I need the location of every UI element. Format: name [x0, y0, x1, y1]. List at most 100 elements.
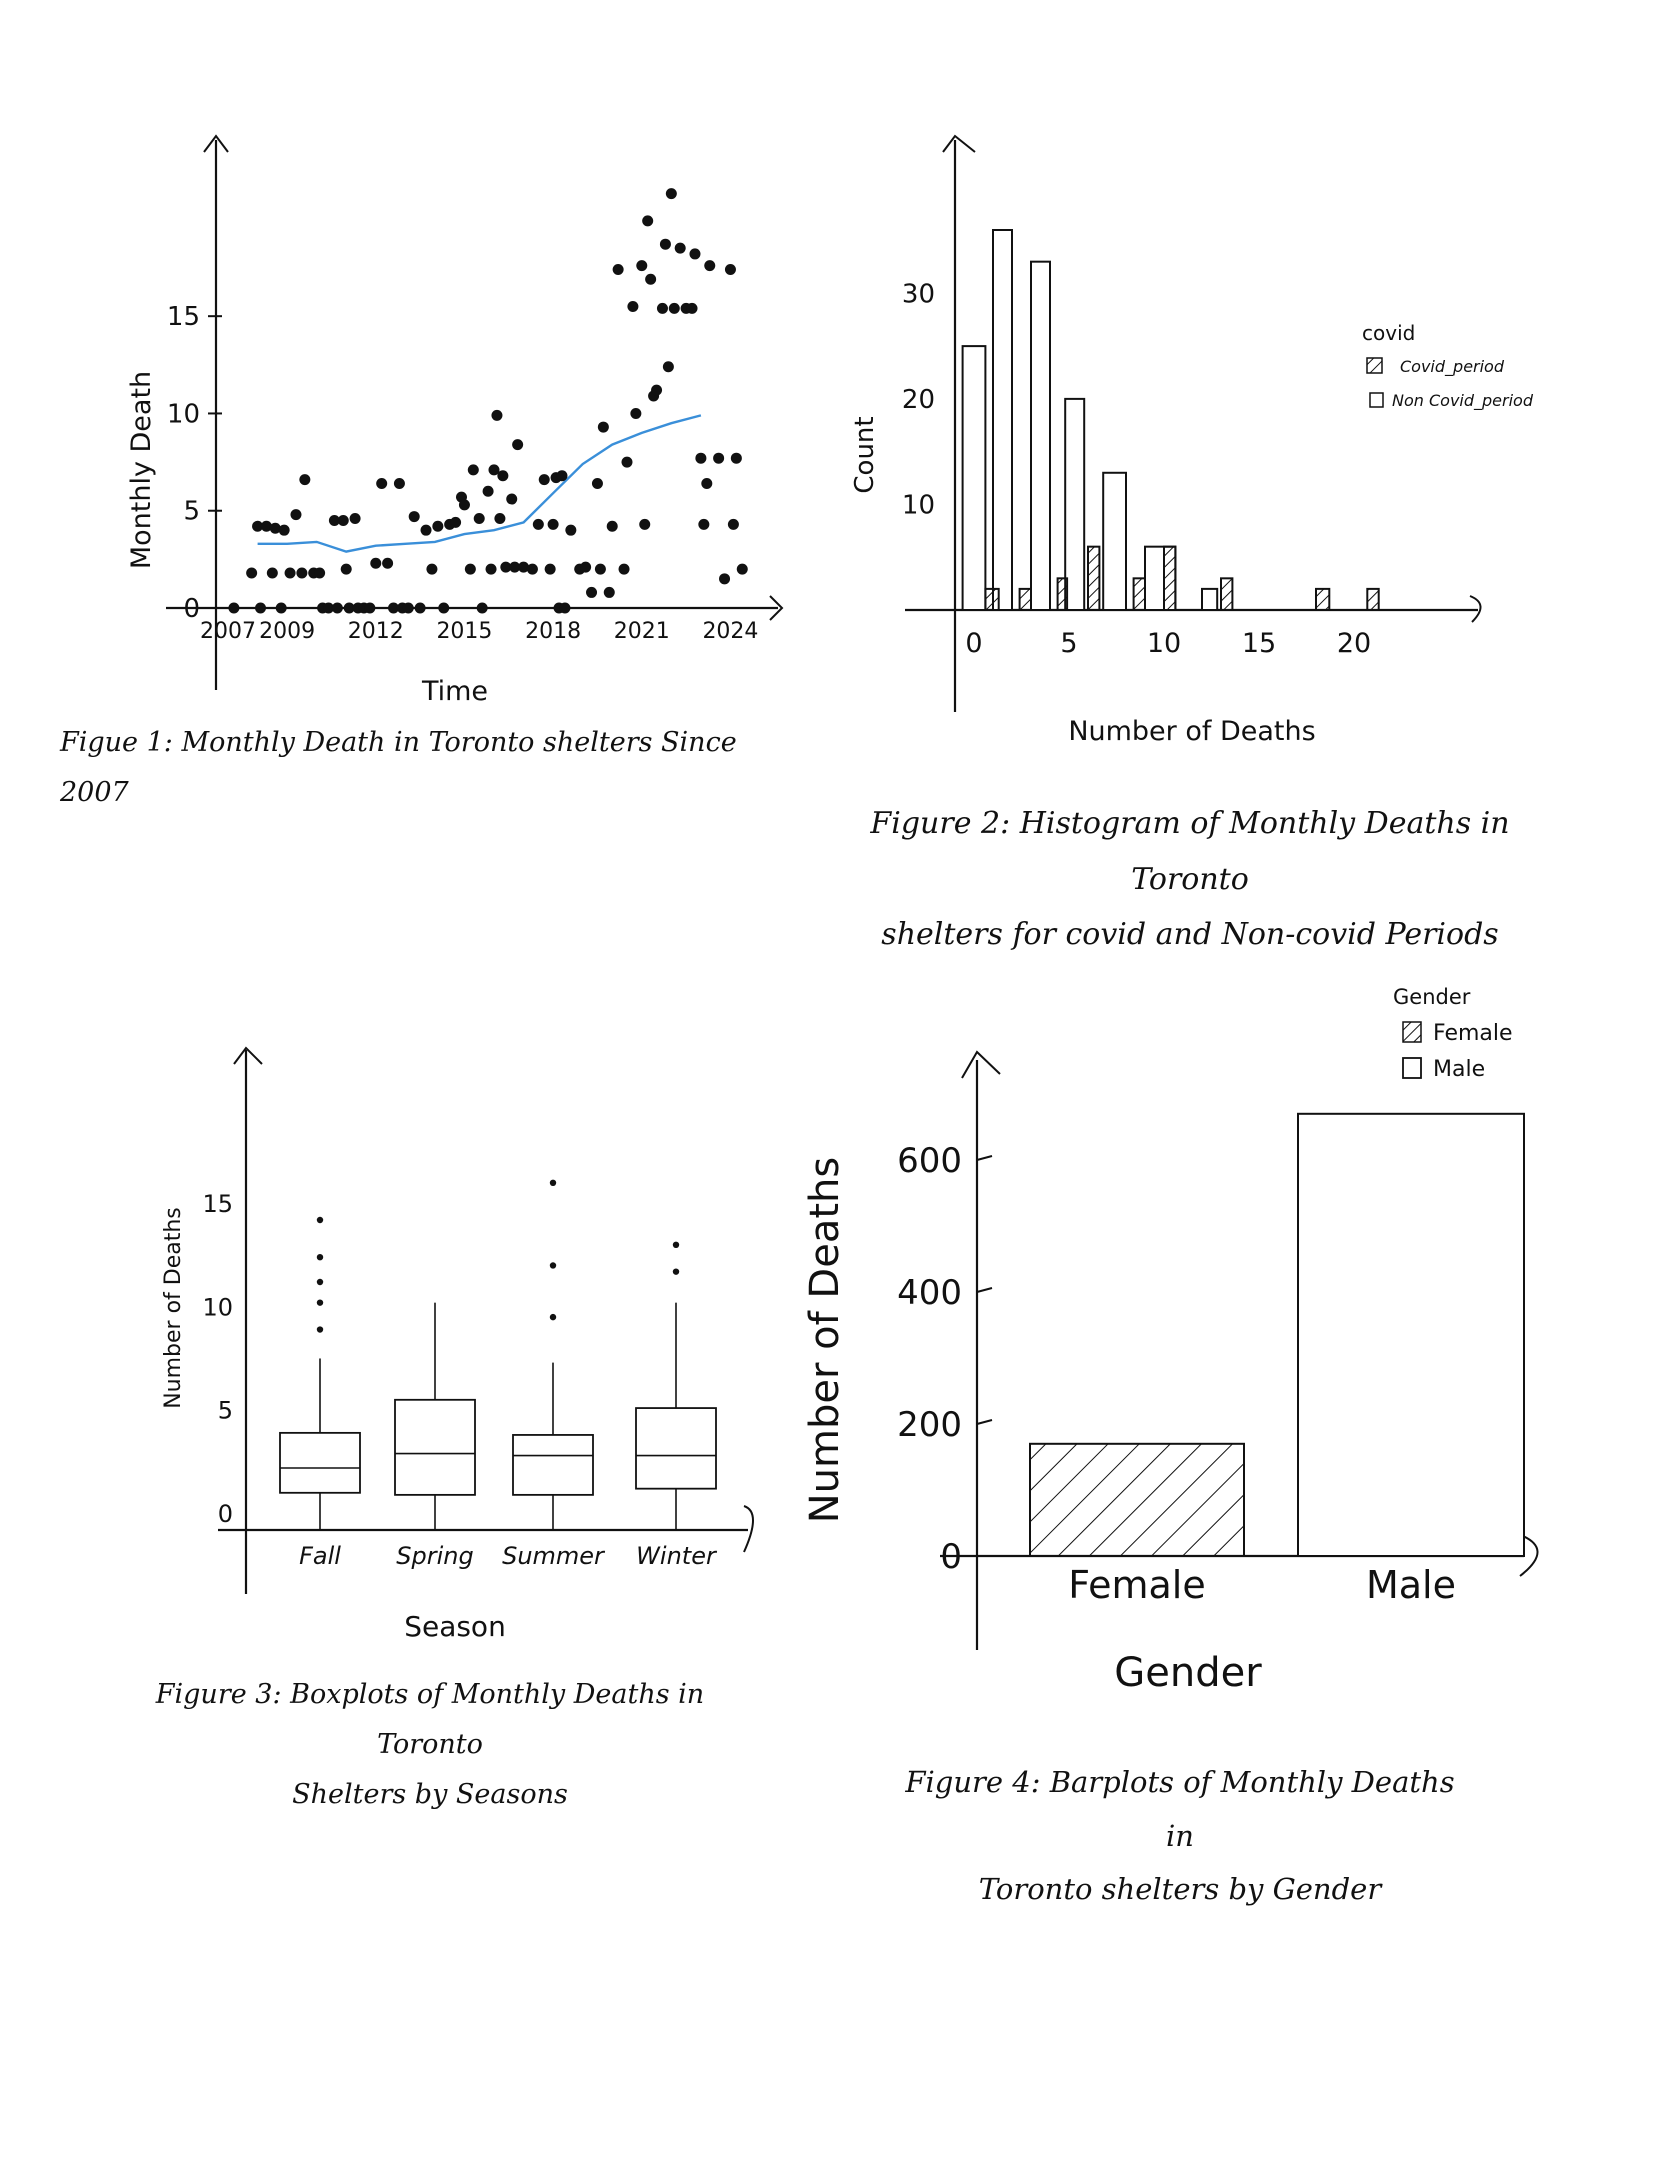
- fig3-box: [394, 1398, 476, 1496]
- fig1-point: [713, 452, 725, 464]
- fig1-point: [420, 524, 432, 536]
- fig2-bar-covid: [1018, 587, 1032, 612]
- fig4-category-label: Female: [1068, 1563, 1205, 1607]
- fig1-x-tick-label: 2024: [702, 619, 758, 644]
- fig2-bar-covid: [1220, 577, 1234, 611]
- fig2-bar-noncovid: [1030, 260, 1051, 611]
- fig1-point: [467, 464, 479, 476]
- fig1-point: [736, 563, 748, 575]
- fig1-caption: Figue 1: Monthly Death in Toronto shelte…: [60, 727, 737, 808]
- fig3-outlier: [316, 1216, 324, 1224]
- fig4-x-label: Gender: [1114, 1650, 1262, 1696]
- fig1-point: [246, 567, 258, 579]
- fig2-x-label: Number of Deaths: [1068, 716, 1315, 747]
- fig1-y-tick-label: 10: [167, 399, 200, 429]
- fig1-point: [645, 273, 657, 285]
- figure-2-histogram: Count Number of Deaths 10 20 30 0 5 10 15 20 c…: [850, 134, 1534, 747]
- fig1-point: [662, 361, 674, 373]
- fig2-bar-noncovid: [1102, 471, 1127, 611]
- fig1-point: [618, 563, 630, 575]
- fig1-point: [636, 260, 648, 272]
- fig1-point: [388, 602, 400, 614]
- fig1-point: [695, 452, 707, 464]
- fig1-point: [432, 520, 444, 532]
- fig2-caption-line2: shelters for covid and Non-covid Periods: [881, 917, 1499, 952]
- fig4-bar-male: [1297, 1112, 1525, 1558]
- fig1-point: [299, 474, 311, 486]
- fig4-y-tick: [976, 1419, 993, 1425]
- fig1-point: [597, 421, 609, 433]
- fig1-point: [322, 602, 334, 614]
- fig4-category-label: Male: [1366, 1563, 1456, 1607]
- fig1-point: [704, 260, 716, 272]
- fig2-x-tick-label: 15: [1242, 628, 1276, 659]
- fig3-outlier: [549, 1179, 557, 1187]
- fig1-point: [364, 602, 376, 614]
- fig1-y-arrow: [203, 134, 229, 153]
- fig4-y-label: Number of Deaths: [802, 1157, 848, 1523]
- fig4-caption: Figure 4: Barplots of Monthly Deaths in …: [900, 1756, 1460, 1917]
- fig1-point: [464, 563, 476, 575]
- fig2-x-tick-label: 5: [1060, 628, 1077, 659]
- fig3-outlier: [549, 1262, 557, 1269]
- fig1-point: [591, 477, 603, 489]
- fig4-caption-line1: Figure 4: Barplots of Monthly Deaths in: [905, 1765, 1455, 1853]
- fig4-caption-line2: Toronto shelters by Gender: [978, 1872, 1382, 1907]
- fig2-bar-noncovid: [992, 229, 1013, 611]
- fig1-point: [284, 567, 296, 579]
- fig1-x-tick-label: 2018: [525, 619, 581, 644]
- fig2-legend-noncovid: Non Covid_period: [1392, 391, 1534, 411]
- fig1-point: [337, 514, 349, 526]
- fig3-y-ticks: 0 5 10 15: [202, 1190, 233, 1528]
- fig4-y-tick-label: 400: [897, 1273, 962, 1313]
- fig3-outlier: [316, 1299, 324, 1306]
- fig1-point: [491, 409, 503, 421]
- fig1-point: [266, 567, 278, 579]
- fig3-y-arrow: [233, 1046, 263, 1065]
- fig2-legend-swatch-noncovid: [1369, 392, 1384, 408]
- fig2-bar-noncovid: [1064, 397, 1086, 611]
- fig1-point: [627, 300, 639, 312]
- fig1-point: [426, 563, 438, 575]
- fig2-x-ticks: 0 5 10 15 20: [965, 628, 1371, 659]
- fig3-outlier: [316, 1254, 324, 1261]
- fig1-point: [314, 567, 326, 579]
- fig1-point: [370, 557, 382, 569]
- fig1-point: [547, 518, 559, 530]
- fig1-point: [612, 263, 624, 275]
- fig3-box: [512, 1434, 594, 1496]
- fig1-point: [526, 563, 538, 575]
- fig1-point: [639, 518, 651, 530]
- fig1-point: [331, 602, 343, 614]
- fig1-point: [476, 602, 488, 614]
- fig2-bar-covid: [1366, 587, 1380, 612]
- fig2-y-tick-label: 20: [902, 385, 935, 415]
- fig1-point: [656, 302, 668, 314]
- fig1-point: [414, 602, 426, 614]
- fig1-point: [586, 586, 598, 598]
- figure-4-barplot: Number of Deaths Gender 0 200 400 600 Femal…: [802, 985, 1539, 1696]
- fig1-point: [659, 238, 671, 250]
- fig2-bar-covid: [1132, 577, 1146, 611]
- fig4-y-tick-label: 0: [940, 1537, 962, 1577]
- fig2-y-tick-label: 30: [902, 279, 935, 309]
- fig2-y-label: Count: [850, 416, 880, 493]
- fig1-points: [228, 188, 748, 614]
- fig1-point: [438, 602, 450, 614]
- fig2-y-ticks: 10 20 30: [902, 279, 935, 520]
- fig1-point: [482, 485, 494, 497]
- fig1-point: [532, 518, 544, 530]
- fig1-point: [538, 474, 550, 486]
- fig1-point: [689, 248, 701, 260]
- fig3-boxes: Fall Spring Summer Winter: [279, 1179, 718, 1570]
- fig4-y-tick-label: 200: [897, 1405, 962, 1445]
- fig2-legend-title: covid: [1362, 321, 1415, 345]
- fig2-caption-line1: Figure 2: Histogram of Monthly Deaths in…: [870, 806, 1510, 897]
- fig3-category-label: Winter: [636, 1542, 718, 1570]
- fig1-x-tick-label: 2015: [436, 619, 492, 644]
- fig3-caption: Figure 3: Boxplots of Monthly Deaths in …: [130, 1670, 730, 1820]
- fig3-outlier: [316, 1326, 324, 1333]
- fig1-x-ticks: 2007 2009 2012 2015 2018 2021 2024: [200, 619, 758, 644]
